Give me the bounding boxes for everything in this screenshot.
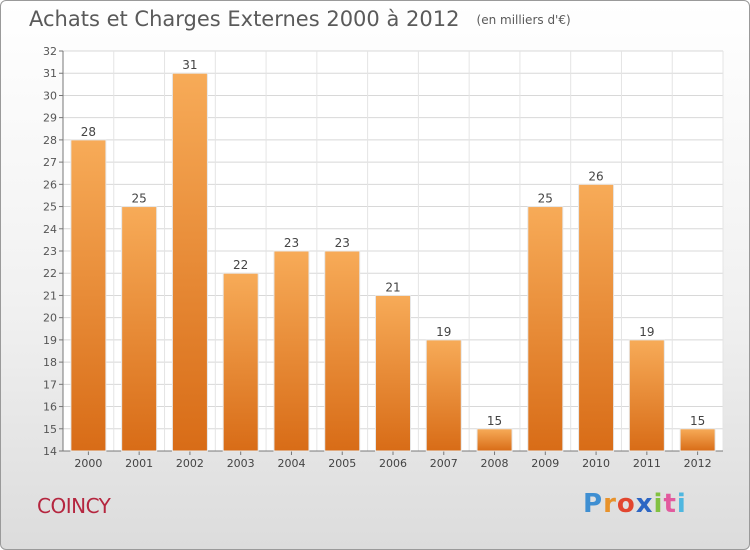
data-label: 15 — [487, 414, 502, 428]
bar — [324, 250, 361, 452]
logo-letter: i — [653, 489, 664, 519]
x-tick-label: 2011 — [633, 457, 661, 470]
chart-subtitle: (en milliers d'€) — [476, 13, 571, 27]
y-tick-label: 27 — [43, 156, 57, 169]
bar — [273, 250, 310, 452]
y-tick-label: 24 — [43, 223, 57, 236]
x-tick-label: 2004 — [277, 457, 305, 470]
y-tick-label: 25 — [43, 201, 57, 214]
bar — [425, 339, 462, 452]
data-label: 31 — [182, 58, 197, 72]
y-tick-label: 26 — [43, 178, 57, 191]
x-tick-label: 2002 — [176, 457, 204, 470]
logo-letter: x — [635, 489, 654, 519]
x-tick-label: 2003 — [227, 457, 255, 470]
proxiti-logo: Proxiti — [583, 489, 687, 519]
y-tick-label: 21 — [43, 289, 57, 302]
y-tick-label: 31 — [43, 67, 57, 80]
bar — [628, 339, 665, 452]
place-name: COINCY — [37, 494, 111, 518]
y-tick-label: 17 — [43, 378, 57, 391]
x-tick-label: 2009 — [531, 457, 559, 470]
logo-letter: i — [676, 489, 687, 519]
x-tick-label: 2001 — [125, 457, 153, 470]
axes: 14 15 16 17 18 19 20 21 22 23 24 25 26 27 28 29 30 31 32 20… — [43, 45, 723, 470]
y-tick-label: 18 — [43, 356, 57, 369]
bar — [222, 272, 259, 452]
logo-letter: r — [603, 489, 617, 519]
data-label: 28 — [81, 125, 96, 139]
x-tick-label: 2007 — [430, 457, 458, 470]
data-label: 25 — [132, 192, 147, 206]
y-tick-label: 23 — [43, 245, 57, 258]
logo-letter: P — [583, 489, 604, 519]
data-label: 23 — [284, 236, 299, 250]
data-label: 19 — [639, 325, 654, 339]
bar — [375, 294, 411, 452]
data-label: 25 — [538, 192, 553, 206]
y-tick-label: 29 — [43, 112, 57, 125]
bar — [171, 72, 208, 452]
bar — [679, 428, 716, 452]
chart-title-block: Achats et Charges Externes 2000 à 2012 (… — [29, 7, 571, 31]
y-tick-label: 16 — [43, 401, 57, 414]
x-tick-label: 2000 — [74, 457, 102, 470]
y-tick-label: 22 — [43, 267, 57, 280]
y-tick-label: 28 — [43, 134, 57, 147]
data-label: 23 — [335, 236, 350, 250]
x-tick-label: 2005 — [328, 457, 356, 470]
data-label: 19 — [436, 325, 451, 339]
x-tick-label: 2012 — [684, 457, 712, 470]
bar — [578, 183, 615, 452]
y-tick-label: 15 — [43, 423, 57, 436]
y-tick-label: 30 — [43, 89, 57, 102]
x-tick-label: 2010 — [582, 457, 610, 470]
data-label: 26 — [588, 169, 603, 183]
bars — [70, 72, 716, 452]
y-tick-label: 20 — [43, 312, 57, 325]
data-label: 21 — [385, 280, 400, 294]
y-tick-label: 32 — [43, 45, 57, 58]
y-tick-label: 19 — [43, 334, 57, 347]
bar — [70, 139, 107, 452]
logo-letter: t — [663, 489, 677, 519]
data-label: 22 — [233, 258, 248, 272]
x-tick-label: 2008 — [481, 457, 509, 470]
data-labels: 28 25 31 22 23 23 21 19 15 25 26 19 15 — [81, 58, 706, 428]
y-tick-label: 14 — [43, 445, 57, 458]
bar — [527, 206, 564, 452]
data-label: 15 — [690, 414, 705, 428]
chart-title: Achats et Charges Externes 2000 à 2012 — [29, 7, 460, 31]
bar — [121, 206, 158, 452]
bar — [476, 428, 513, 452]
x-tick-label: 2006 — [379, 457, 407, 470]
logo-letter: o — [616, 489, 636, 519]
